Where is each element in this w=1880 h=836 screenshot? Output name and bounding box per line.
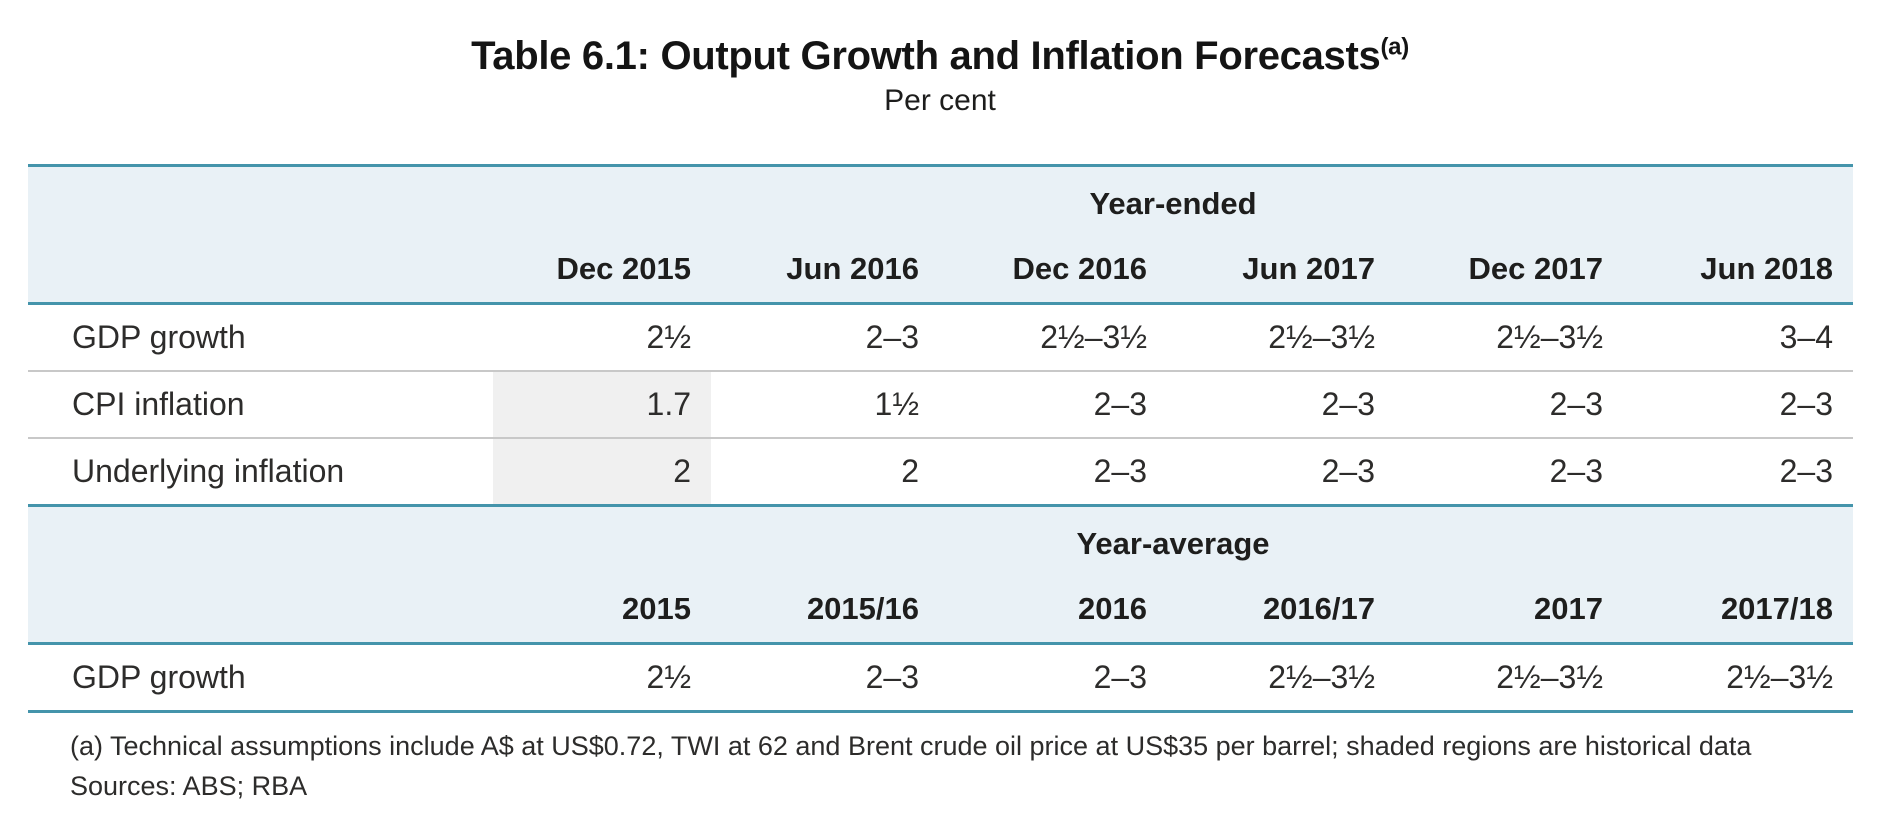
- col-header-jun-2016: Jun 2016: [711, 236, 939, 305]
- year-ended-section-label: Year-ended: [493, 164, 1853, 236]
- value-cell: 2–3: [1167, 438, 1395, 507]
- value-cell: 2½: [493, 643, 711, 713]
- value-cell: 2½–3½: [1623, 643, 1853, 713]
- value-cell: 2–3: [711, 303, 939, 372]
- value-cell: 3–4: [1623, 303, 1853, 372]
- band-spacer: [28, 576, 493, 645]
- value-cell: 2–3: [1395, 371, 1623, 439]
- footnote-a: (a) Technical assumptions include A$ at …: [70, 731, 1752, 761]
- sources-line: Sources: ABS; RBA: [70, 771, 308, 801]
- col-header-dec-2015: Dec 2015: [493, 236, 711, 305]
- band-spacer: [28, 236, 493, 305]
- page-title: Table 6.1: Output Growth and Inflation F…: [0, 34, 1880, 78]
- value-cell-historical: 2: [493, 438, 711, 507]
- year-average-section-label: Year-average: [493, 505, 1853, 576]
- col-header-dec-2017: Dec 2017: [1395, 236, 1623, 305]
- col-header-2016: 2016: [939, 576, 1167, 645]
- year-ended-column-headers: Dec 2015 Jun 2016 Dec 2016 Jun 2017 Dec …: [28, 236, 1853, 305]
- value-cell: 2–3: [939, 371, 1167, 439]
- table-row-gdp-growth-ye: GDP growth 2½ 2–3 2½–3½ 2½–3½ 2½–3½ 3–4: [28, 303, 1853, 372]
- value-cell: 2½–3½: [939, 303, 1167, 372]
- value-cell: 2–3: [1167, 371, 1395, 439]
- value-cell: 2–3: [711, 643, 939, 713]
- year-average-band: Year-average: [28, 505, 1853, 576]
- value-cell: 2–3: [1395, 438, 1623, 507]
- value-cell: 2: [711, 438, 939, 507]
- year-ended-band: Year-ended: [28, 164, 1853, 236]
- page-subtitle: Per cent: [884, 84, 996, 117]
- row-label-underlying-inflation: Underlying inflation: [28, 438, 493, 507]
- page-title-text: Table 6.1: Output Growth and Inflation F…: [471, 34, 1381, 78]
- col-header-2017: 2017: [1395, 576, 1623, 645]
- table-row-gdp-growth-ya: GDP growth 2½ 2–3 2–3 2½–3½ 2½–3½ 2½–3½: [28, 643, 1853, 713]
- forecast-table: Year-ended Dec 2015 Jun 2016 Dec 2016 Ju…: [28, 164, 1853, 713]
- document-page: Table 6.1: Output Growth and Inflation F…: [0, 34, 1880, 806]
- year-average-column-headers: 2015 2015/16 2016 2016/17 2017 2017/18: [28, 576, 1853, 645]
- value-cell: 2–3: [939, 438, 1167, 507]
- col-header-2015: 2015: [493, 576, 711, 645]
- col-header-jun-2018: Jun 2018: [1623, 236, 1853, 305]
- value-cell: 2–3: [1623, 438, 1853, 507]
- row-label-cpi-inflation: CPI inflation: [28, 371, 493, 439]
- table-row-cpi-inflation: CPI inflation 1.7 1½ 2–3 2–3 2–3 2–3: [28, 371, 1853, 439]
- col-header-dec-2016: Dec 2016: [939, 236, 1167, 305]
- table-row-underlying-inflation: Underlying inflation 2 2 2–3 2–3 2–3 2–3: [28, 438, 1853, 507]
- value-cell: 2½–3½: [1395, 303, 1623, 372]
- footnotes: (a) Technical assumptions include A$ at …: [70, 726, 1860, 806]
- band-spacer: [28, 164, 493, 236]
- value-cell: 2½–3½: [1167, 643, 1395, 713]
- value-cell: 2–3: [939, 643, 1167, 713]
- col-header-2017-18: 2017/18: [1623, 576, 1853, 645]
- value-cell: 2½: [493, 303, 711, 372]
- row-label-gdp-growth: GDP growth: [28, 643, 493, 713]
- value-cell: 2–3: [1623, 371, 1853, 439]
- title-footnote-marker: (a): [1380, 33, 1409, 61]
- value-cell-historical: 1.7: [493, 371, 711, 439]
- col-header-2015-16: 2015/16: [711, 576, 939, 645]
- row-label-gdp-growth: GDP growth: [28, 303, 493, 372]
- value-cell: 2½–3½: [1395, 643, 1623, 713]
- col-header-jun-2017: Jun 2017: [1167, 236, 1395, 305]
- col-header-2016-17: 2016/17: [1167, 576, 1395, 645]
- value-cell: 2½–3½: [1167, 303, 1395, 372]
- value-cell: 1½: [711, 371, 939, 439]
- band-spacer: [28, 505, 493, 576]
